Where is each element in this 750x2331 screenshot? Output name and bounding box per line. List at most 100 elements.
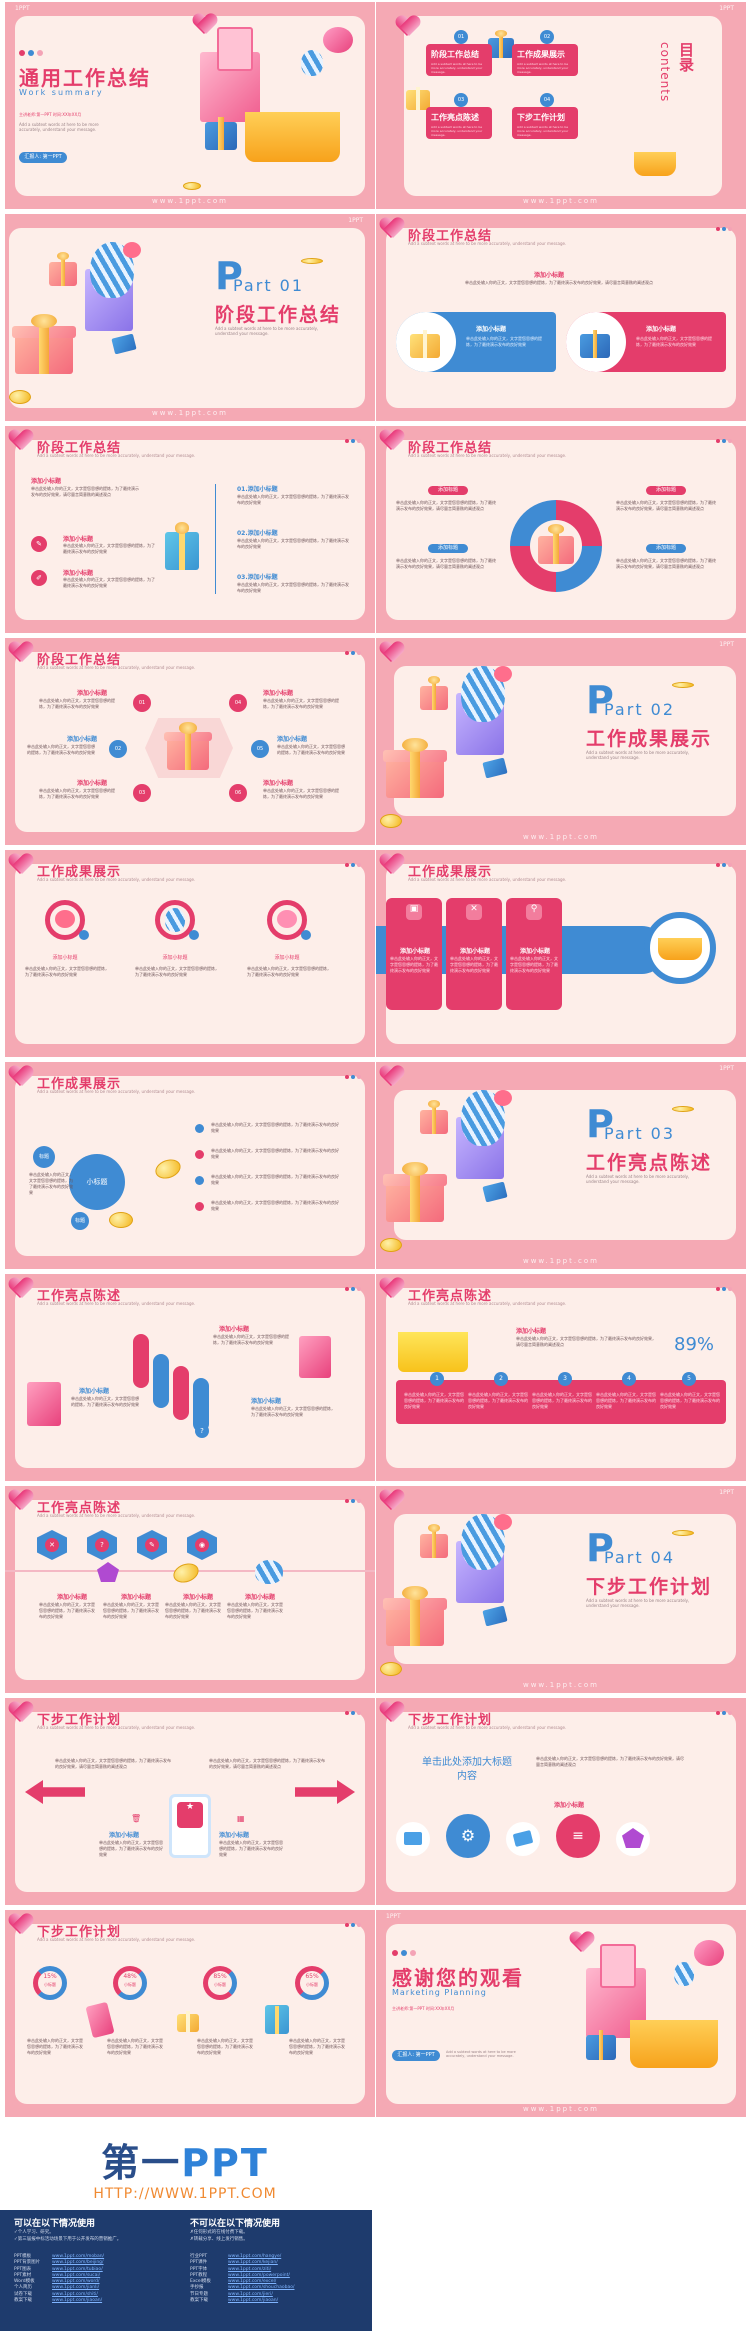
gift-icon: [488, 30, 514, 58]
gear-icon[interactable]: ⚙: [446, 1814, 490, 1858]
item-title: 添加小标题: [162, 955, 188, 961]
resource-link-row: PPT教程 www.1ppt.com/powerpoint/: [190, 2273, 294, 2279]
heart-balloon-icon: [323, 27, 353, 53]
resource-link[interactable]: www.1ppt.com/hangye/: [228, 2254, 282, 2259]
logo-url[interactable]: HTTP://WWW.1PPT.COM: [93, 2186, 277, 2202]
watermark: www.1ppt.com: [522, 1681, 600, 1689]
resource-link[interactable]: www.1ppt.com/jianli/: [52, 2285, 100, 2291]
item-title: 添加小标题: [109, 1832, 140, 1839]
links-left: PPT模板 www.1ppt.com/moban/PPT背景图片 www.1ppt.…: [14, 2254, 104, 2304]
resource-link-label: Excel模板: [190, 2279, 211, 2285]
heart-icon: [9, 854, 33, 876]
gift-icon: [164, 722, 212, 770]
logo-part-b: PPT: [181, 2141, 269, 2185]
slide-highlights-3[interactable]: 工作亮点陈述 Add a subtext words at here to be…: [5, 1486, 375, 1693]
contents-item-1[interactable]: 阶段工作总结 Add a subtext words at here to be …: [426, 44, 492, 76]
contents-num-4: 04: [540, 93, 554, 107]
heart-icon: [9, 1066, 33, 1088]
resource-link[interactable]: www.1ppt.com/jiaoan/: [228, 2298, 279, 2304]
gift-icon: [382, 1586, 448, 1646]
presenter-button[interactable]: 汇报人: 第一PPT: [19, 152, 67, 163]
slide-cover[interactable]: 1PPT 通用工作总结 Work summary 主讲老师:第一PPT 时间:X…: [5, 2, 375, 209]
slide-highlights-1[interactable]: 工作亮点陈述 Add a subtext words at here to be…: [5, 1274, 375, 1481]
brand-label: 1PPT: [719, 1065, 734, 1072]
color-dots: [345, 1075, 361, 1079]
contents-item-4[interactable]: 下步工作计划 Add a subtext words at here to be …: [512, 107, 578, 139]
progress-label: 小标题: [306, 1982, 318, 1987]
resource-link[interactable]: www.1ppt.com/moban/: [52, 2254, 105, 2259]
slide-results-1[interactable]: 工作成果展示 Add a subtext words at here to be…: [5, 850, 375, 1057]
resource-link[interactable]: www.1ppt.com/sucai/: [52, 2272, 101, 2278]
card-text: 单击此处输入你的正文，文字是您思想的提炼，为了最终演示发布的良好效果: [636, 336, 712, 347]
slide-part-02[interactable]: 1PPT P Part 02 工作成果展示 Add a subtext word…: [376, 638, 746, 845]
resource-link[interactable]: www.1ppt.com/word/: [52, 2279, 100, 2285]
heart-icon: [277, 910, 297, 928]
step-text: 单击此处输入你的正文，文字是您思想的提炼，为了最终演示发布的良好效果: [596, 1392, 656, 1409]
label-pill: 添加标题: [646, 486, 686, 495]
item-title: 添加小标题: [77, 690, 108, 697]
resource-link[interactable]: www.1ppt.com/shiti/: [52, 2291, 98, 2297]
slide-stage-summary-2[interactable]: 阶段工作总结 Add a subtext words at here to be…: [5, 426, 375, 633]
resource-link[interactable]: www.1ppt.com/kejian/: [228, 2260, 278, 2266]
resource-link-label: PPT模板: [14, 2254, 32, 2259]
slide-highlights-2[interactable]: 工作亮点陈述 Add a subtext words at here to be…: [376, 1274, 746, 1481]
slide-part-04[interactable]: 1PPT P Part 04 下步工作计划 Add a subtext word…: [376, 1486, 746, 1693]
slide-subtitle: Add a subtext words at here to be more a…: [37, 453, 196, 458]
body-text: 单击此处输入你的正文，文字是您思想的提炼，为了最终演示发布的良好效果: [227, 1602, 283, 1619]
body-text: 单击此处输入你的正文，文字是您思想的提炼，为了最终演示发布的良好效果: [211, 1148, 339, 1159]
resource-link[interactable]: www.1ppt.com/powerpoint/: [228, 2272, 290, 2278]
item-title: 添加小标题: [219, 1832, 250, 1839]
slide-contents[interactable]: 1PPT 目录 contents 阶段工作总结 Add a subtext wor…: [376, 2, 746, 209]
heart-icon: [9, 1914, 33, 1936]
resource-link[interactable]: www.1ppt.com/tubiao/: [52, 2266, 103, 2272]
card-icon: [404, 1832, 422, 1845]
watermark: www.1ppt.com: [522, 833, 600, 841]
slide-grid: 1PPT 通用工作总结 Work summary 主讲老师:第一PPT 时间:X…: [0, 0, 750, 2118]
slide-results-2[interactable]: 工作成果展示 Add a subtext words at here to be…: [376, 850, 746, 1057]
slide-thanks[interactable]: 1PPT 感谢您的观看 Marketing Planning 主讲老师:第一PP…: [376, 1910, 746, 2117]
part-letter-p: P: [586, 1526, 614, 1570]
resource-link[interactable]: www.1ppt.com/jiaoan/: [52, 2298, 103, 2304]
resource-link[interactable]: www.1ppt.com/ziti/: [228, 2266, 272, 2272]
body-text: 单击此处输入你的正文，文字是您思想的提炼，为了最终演示发布的良好效果: [107, 2038, 163, 2055]
watermark: www.1ppt.com: [151, 197, 229, 205]
slide-part-03[interactable]: 1PPT P Part 03 工作亮点陈述 Add a subtext word…: [376, 1062, 746, 1269]
resource-link[interactable]: www.1ppt.com/excel/: [228, 2279, 277, 2285]
slide-title: 工作成果展示: [37, 865, 122, 880]
presenter-button[interactable]: 汇报人: 第一PPT: [392, 2050, 440, 2061]
contents-title-cn: 目录: [677, 42, 695, 72]
usage-panel: 可以在以下情况使用 ✓个人学习、研究。 ✓第三届报中标活动场景下用于公开发布的营…: [0, 2210, 372, 2331]
slide-plan-1[interactable]: 下步工作计划 Add a subtext words at here to be…: [5, 1698, 375, 1905]
star-icon: ★: [177, 1802, 203, 1828]
coin-icon: [380, 814, 402, 828]
slide-title: 工作成果展示: [37, 1077, 122, 1092]
slide-plan-3[interactable]: 下步工作计划 Add a subtext words at here to be…: [5, 1910, 375, 2117]
contents-item-3[interactable]: 工作亮点陈述 Add a subtext words at here to be …: [426, 107, 492, 139]
resource-link[interactable]: www.1ppt.com/jieri/: [228, 2291, 273, 2297]
step-text: 单击此处输入你的正文，文字是您思想的提炼，为了最终演示发布的良好效果: [660, 1392, 720, 1409]
resource-link[interactable]: www.1ppt.com/beijing/: [52, 2260, 104, 2266]
slide-plan-2[interactable]: 下步工作计划 Add a subtext words at here to be…: [376, 1698, 746, 1905]
color-dots: [345, 1923, 361, 1927]
slide-stage-summary-3[interactable]: 阶段工作总结 Add a subtext words at here to be…: [376, 426, 746, 633]
help-icon: ?: [95, 1538, 109, 1552]
slide-results-3[interactable]: 工作成果展示 Add a subtext words at here to be…: [5, 1062, 375, 1269]
resource-link-label: 教案下载: [14, 2298, 32, 2304]
contents-item-2[interactable]: 工作成果展示 Add a subtext words at here to be …: [512, 44, 578, 76]
menu-icon[interactable]: ≡: [556, 1814, 600, 1858]
logo-part-a: 第一: [101, 2141, 182, 2185]
resource-link[interactable]: www.1ppt.com/shouchaobao/: [228, 2285, 295, 2291]
item-title: 添加小标题: [554, 1802, 585, 1809]
resource-link-label: PPT图表: [14, 2266, 32, 2272]
slide-stage-summary-1[interactable]: 阶段工作总结 Add a subtext words at here to be…: [376, 214, 746, 421]
part-label: Part 03: [604, 1124, 676, 1143]
item-title: 添加小标题: [121, 1594, 152, 1601]
brand-label: 1PPT: [719, 641, 734, 648]
item-title: 添加小标题: [274, 955, 300, 961]
body-text: 单击此处输入你的正文，文字是您思想的提炼，为了最终演示发布的良好效果: [263, 698, 339, 709]
resource-link-label: 节日专题: [190, 2291, 208, 2297]
slide-stage-summary-4[interactable]: 阶段工作总结 Add a subtext words at here to be…: [5, 638, 375, 845]
body-text: 单击此处输入你的正文，文字是您思想的提炼，为了最终演示发布的良好效果: [251, 1406, 335, 1417]
slide-part-01[interactable]: 1PPT P Part 01 阶段工作总结 Add a subtext word…: [5, 214, 375, 421]
progress-value: 85%: [213, 1973, 227, 1980]
